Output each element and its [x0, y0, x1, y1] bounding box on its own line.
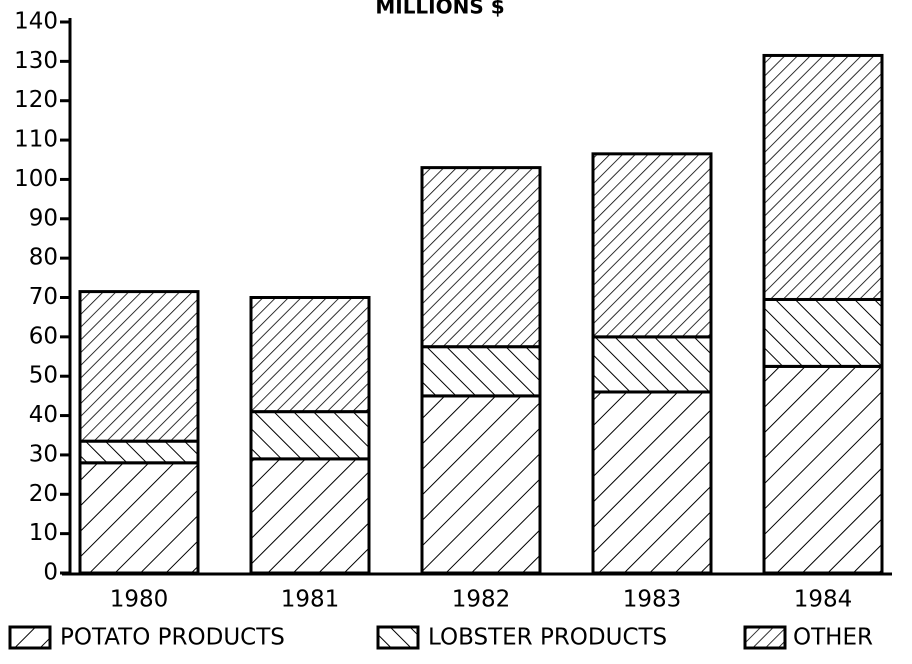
x-tick-label: 1981: [281, 587, 340, 613]
x-tick-label: 1982: [452, 587, 511, 613]
x-tick-label: 1983: [623, 587, 682, 613]
chart-title: MILLIONS $: [375, 0, 504, 19]
bar-segment: [249, 296, 371, 414]
bar-segment: [762, 53, 884, 301]
bar-segment: [78, 461, 200, 575]
bar-segment: [78, 439, 200, 465]
x-tick-label: 1984: [794, 587, 853, 613]
bar-segment: [249, 410, 371, 461]
bar-segment: [591, 390, 713, 575]
y-tick-label: 40: [29, 402, 58, 428]
y-tick-label: 120: [14, 87, 58, 113]
y-tick-label: 80: [29, 245, 58, 271]
bar-segment: [762, 364, 884, 575]
bar-segment: [591, 335, 713, 394]
legend-label: LOBSTER PRODUCTS: [428, 625, 667, 651]
y-tick-label: 140: [14, 9, 58, 35]
y-tick-label: 110: [14, 127, 58, 153]
legend-swatch: [743, 625, 787, 650]
legend-swatch: [376, 625, 420, 650]
y-tick-label: 50: [29, 363, 58, 389]
bar-segment: [591, 152, 713, 339]
y-tick-label: 100: [14, 166, 58, 192]
y-tick-label: 70: [29, 284, 58, 310]
legend-label: OTHER: [793, 625, 873, 651]
legend-swatch: [8, 625, 52, 650]
y-tick-label: 30: [29, 441, 58, 467]
bar-segment: [249, 457, 371, 575]
y-tick-label: 90: [29, 205, 58, 231]
bar-segment: [420, 394, 542, 575]
legend-label: POTATO PRODUCTS: [60, 625, 285, 651]
bar-segment: [420, 166, 542, 349]
x-tick-label: 1980: [110, 587, 169, 613]
y-tick-label: 10: [29, 520, 58, 546]
y-tick-label: 20: [29, 481, 58, 507]
y-tick-label: 0: [43, 560, 58, 586]
bar-segment: [420, 345, 542, 398]
y-tick-label: 130: [14, 48, 58, 74]
y-tick-label: 60: [29, 323, 58, 349]
bar-segment: [762, 297, 884, 368]
bar-segment: [78, 290, 200, 443]
